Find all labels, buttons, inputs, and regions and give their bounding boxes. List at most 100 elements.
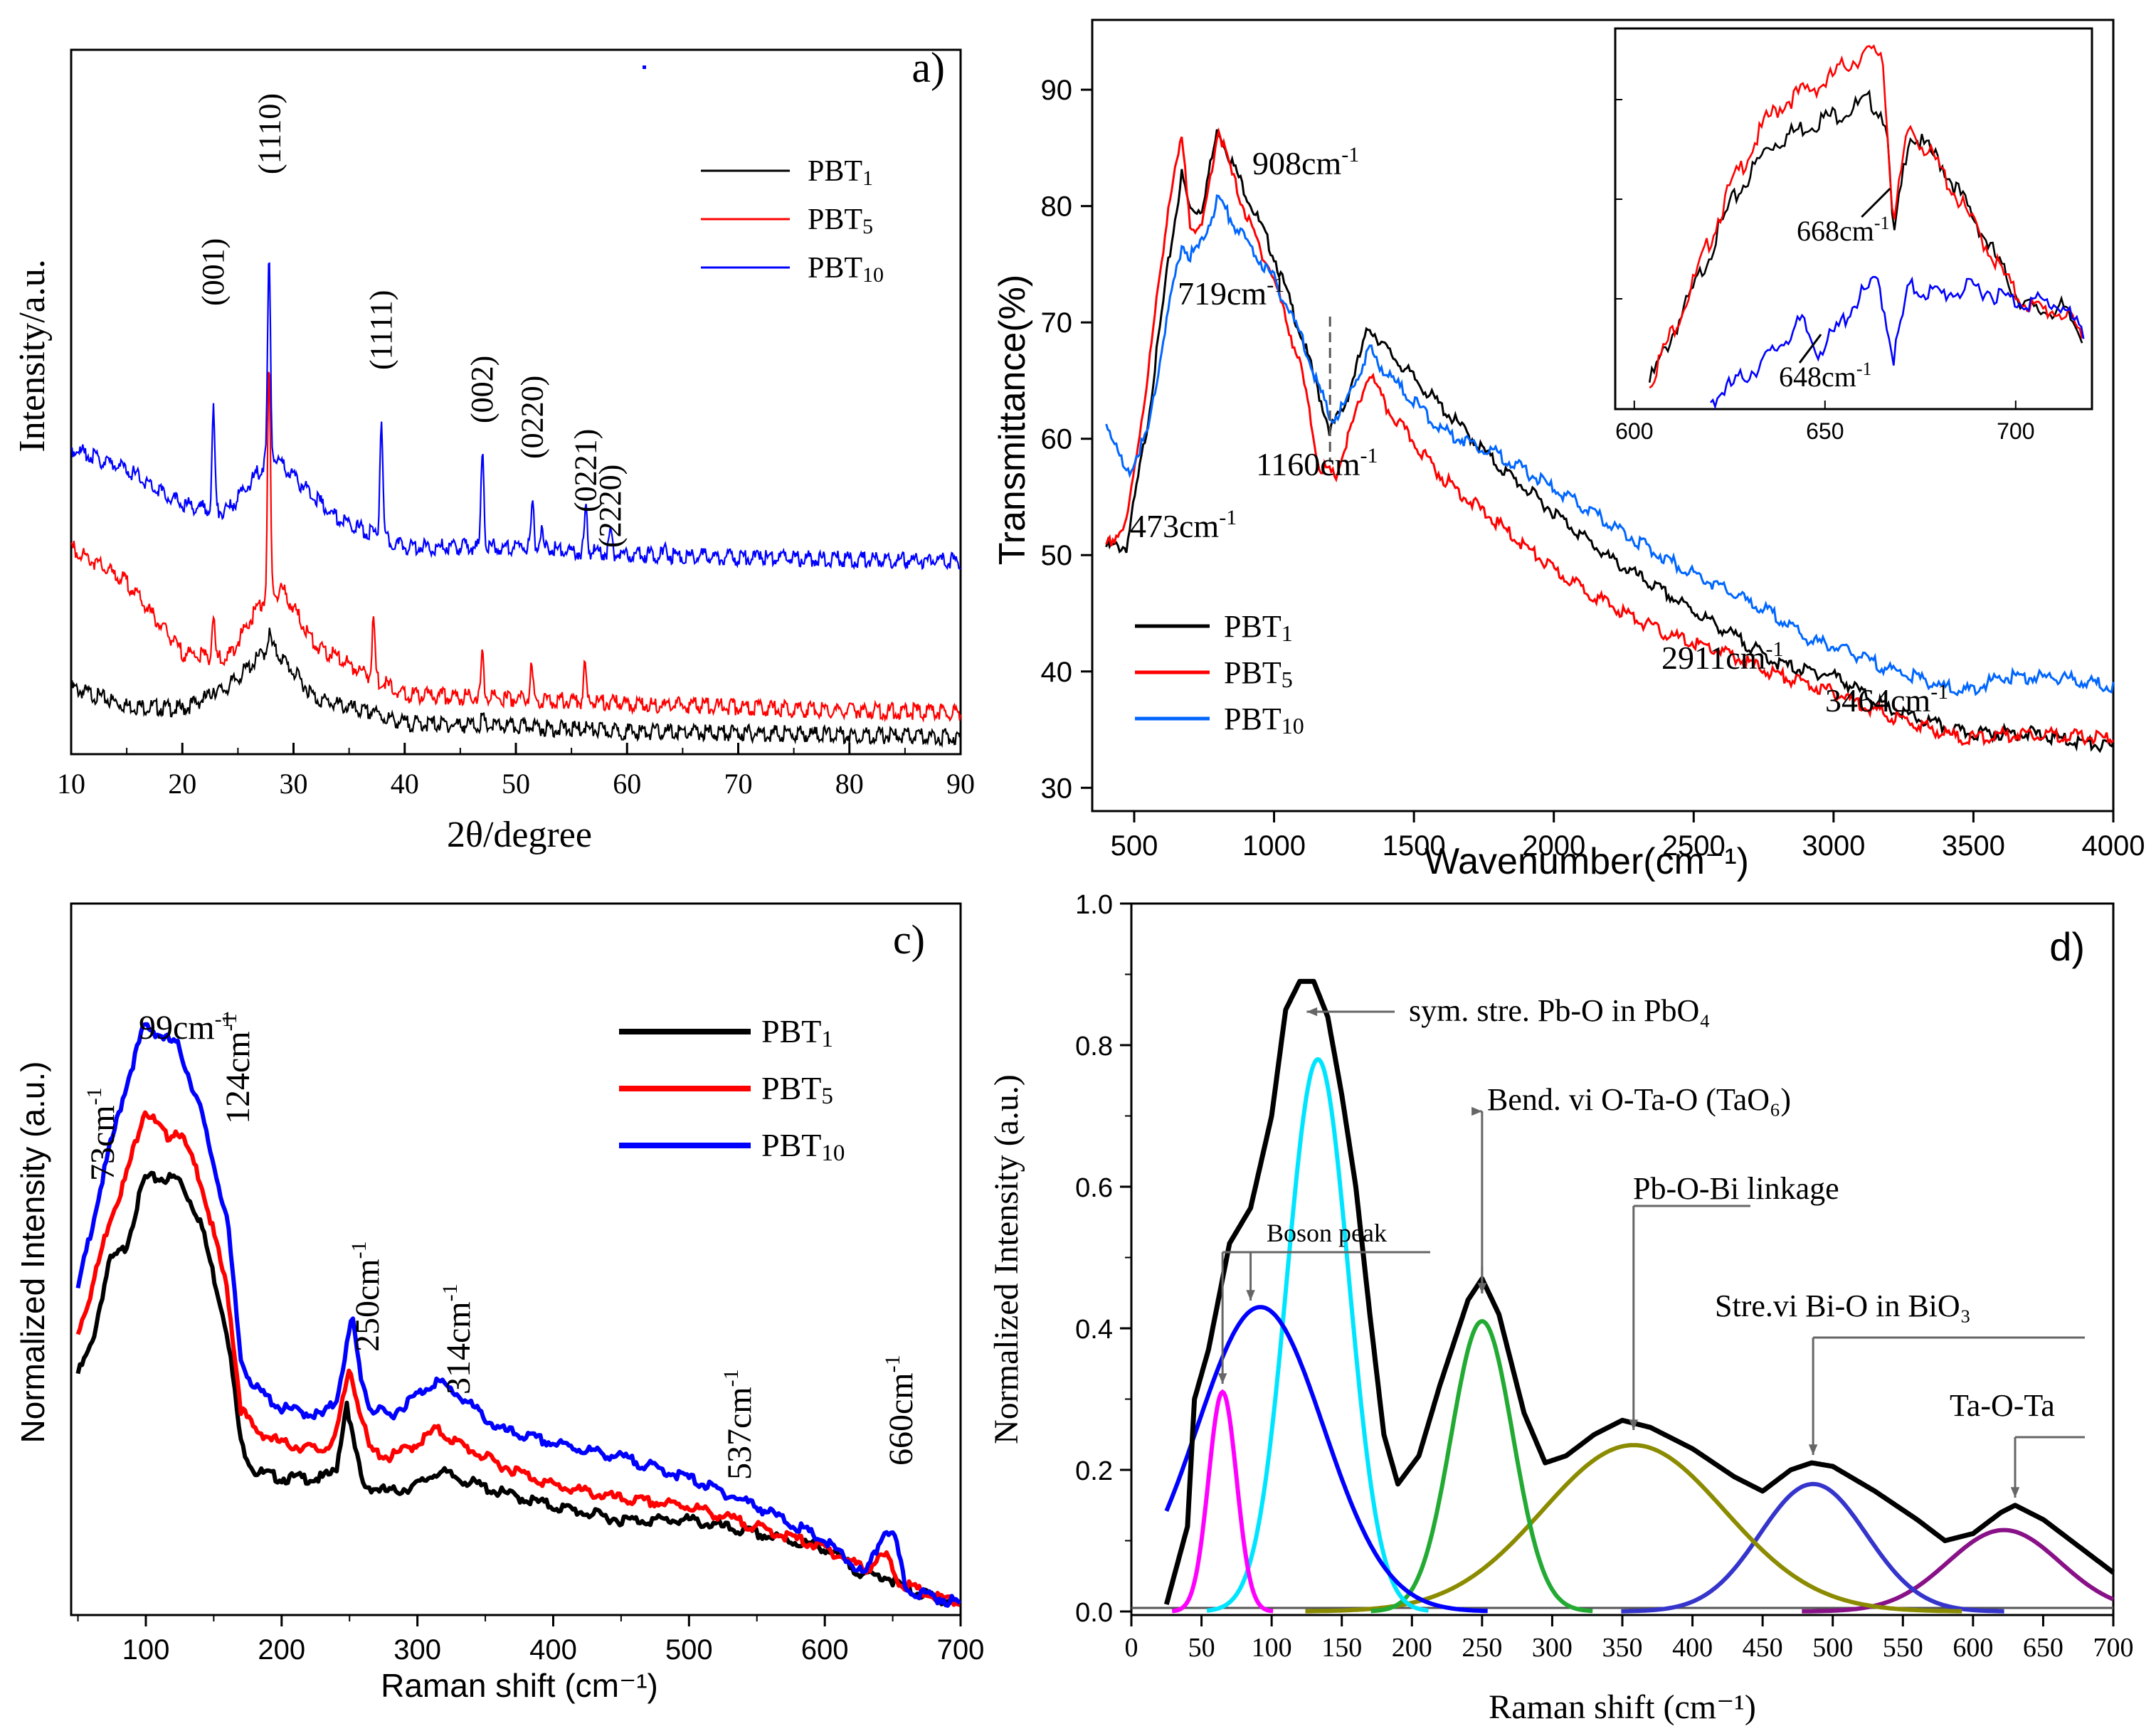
fit-envelope — [1163, 978, 2115, 1606]
panel-a: a) 2θ/degree Intensity/a.u. 10 20 30 40 50 60… — [12, 44, 975, 855]
y-tick-label: 1.0 — [1075, 890, 1113, 920]
fit-peak-green — [1370, 1319, 1593, 1614]
peak-annotation: (002) — [465, 356, 500, 423]
band-annotation: Bend. vi O-Ta-O (TaO₆) — [1487, 1082, 1791, 1117]
x-tick-label: 1500 — [1383, 830, 1446, 862]
legend-label: PBT5 — [1224, 655, 1293, 692]
annotation-arrowhead — [1471, 1106, 1482, 1116]
raman-annotation: 660cm-1 — [881, 1355, 920, 1466]
stray-dot — [643, 65, 646, 69]
annotation-arrowhead — [1808, 1444, 1818, 1455]
inset-series-PBT5 — [1649, 44, 2083, 389]
y-tick-label: 0.8 — [1075, 1032, 1113, 1062]
inset-series-PBT10 — [1710, 275, 2085, 411]
panel-b-inset: 600 650 700 668cm-1 648cm-1 — [1614, 27, 2093, 444]
peak-annotation: (0221) — [568, 429, 603, 512]
x-tick-label: 0 — [1125, 1633, 1138, 1663]
raman-annotation: 250cm-1 — [347, 1241, 386, 1352]
inset-pointer — [1861, 187, 1891, 218]
x-tick-label: 450 — [1743, 1633, 1783, 1663]
panel-d: d) Raman shift (cm⁻¹) Normalized Intensi… — [988, 890, 2134, 1726]
x-tick-label: 600 — [1952, 1633, 1993, 1663]
panel-d-xlabel: Raman shift (cm⁻¹) — [1489, 1688, 1756, 1726]
x-tick-label: 150 — [1321, 1633, 1362, 1663]
band-annotation: Ta-O-Ta — [1950, 1388, 2055, 1423]
legend-label: PBT5 — [761, 1070, 833, 1109]
y-tick-label: 60 — [1041, 424, 1073, 455]
panel-d-label: d) — [2049, 924, 2085, 969]
y-tick-label: 0.6 — [1075, 1173, 1113, 1203]
legend-label: PBT1 — [808, 155, 873, 190]
annotation-arrowhead — [1306, 1007, 1318, 1017]
wavenumber-annotation: 1160cm-1 — [1256, 444, 1378, 482]
panel-b-xlabel: Wavenumber(cm⁻¹) — [1425, 841, 1749, 882]
panel-a-label: a) — [911, 44, 945, 91]
x-tick-label: 250 — [1462, 1633, 1502, 1663]
x-tick-label: 400 — [529, 1634, 577, 1666]
x-tick-label: 650 — [2023, 1633, 2063, 1663]
wavenumber-annotation: 3464cm-1 — [1825, 680, 1948, 719]
series-line-PBT10 — [70, 262, 961, 571]
series-line-PBT5 — [75, 1110, 961, 1607]
x-tick-label: 100 — [122, 1634, 170, 1666]
panel-a-ylabel: Intensity/a.u. — [12, 259, 53, 452]
series-line-PBT10 — [75, 1022, 962, 1608]
inset-x-tick-label: 600 — [1615, 418, 1653, 444]
fit-peak-olive — [1305, 1443, 1962, 1614]
annotation-arrowhead — [2010, 1487, 2020, 1498]
y-tick-label: 40 — [1041, 657, 1073, 688]
annotation-arrowhead — [1217, 1373, 1227, 1384]
panel-c-frame — [70, 902, 962, 1616]
x-tick-label: 3500 — [1942, 830, 2005, 862]
panel-a-xlabel: 2θ/degree — [447, 815, 592, 855]
x-tick-label: 500 — [665, 1634, 713, 1666]
legend-label: PBT10 — [1224, 702, 1304, 739]
fit-peak-blue-boson — [1164, 1305, 1488, 1614]
x-tick-label: 3000 — [1802, 830, 1865, 862]
x-tick-label: 1000 — [1242, 830, 1306, 862]
x-tick-label: 100 — [1252, 1633, 1292, 1663]
peak-annotation: (0220) — [514, 376, 549, 459]
series-line-PBT1 — [75, 1170, 961, 1606]
raman-annotation: 73cm-1 — [83, 1087, 122, 1181]
x-tick-label: 300 — [393, 1634, 441, 1666]
legend-label: PBT10 — [808, 252, 884, 287]
wavenumber-annotation: 719cm-1 — [1178, 273, 1284, 312]
x-tick-label: 40 — [391, 768, 419, 800]
raman-annotation: 124cm-1 — [218, 1013, 257, 1124]
x-tick-label: 400 — [1672, 1633, 1713, 1663]
wavenumber-annotation: 2911cm-1 — [1661, 637, 1784, 676]
panel-c-label: c) — [893, 916, 925, 963]
panel-c-xlabel: Raman shift (cm⁻¹) — [381, 1667, 658, 1704]
y-tick-label: 80 — [1041, 191, 1073, 223]
x-tick-label: 2000 — [1522, 830, 1585, 862]
x-tick-label: 50 — [1188, 1633, 1215, 1663]
y-tick-label: 0.0 — [1075, 1598, 1113, 1628]
inset-pointer — [1798, 334, 1822, 364]
x-tick-label: 4000 — [2082, 830, 2145, 862]
peak-annotation: (1110) — [253, 93, 287, 174]
x-tick-label: 300 — [1532, 1633, 1573, 1663]
peak-annotation: (1111) — [364, 290, 398, 370]
y-tick-label: 30 — [1041, 773, 1073, 804]
panel-b-ylabel: Transmittance(%) — [992, 275, 1033, 565]
raman-annotation: 537cm-1 — [719, 1369, 759, 1480]
y-tick-label: 50 — [1041, 540, 1073, 571]
inset-frame — [1614, 27, 2093, 411]
band-annotation: Boson peak — [1267, 1219, 1387, 1247]
wavenumber-annotation: 908cm-1 — [1252, 143, 1359, 181]
y-tick-label: 70 — [1041, 307, 1073, 339]
x-tick-label: 80 — [835, 768, 864, 800]
x-tick-label: 50 — [502, 768, 530, 800]
series-line-PBT1 — [70, 628, 962, 748]
x-tick-label: 200 — [258, 1634, 305, 1666]
panel-d-ylabel: Normalized Intensity (a.u.) — [988, 1074, 1025, 1444]
legend-label: PBT10 — [761, 1127, 845, 1166]
fit-peak-indigo — [1621, 1481, 2004, 1614]
x-tick-label: 500 — [1111, 830, 1158, 862]
inset-annotation: 648cm-1 — [1779, 359, 1872, 393]
series-line-PBT5 — [1105, 127, 2115, 746]
raman-annotation: 99cm-1 — [139, 1007, 233, 1047]
fit-peak-purple — [1802, 1528, 2115, 1614]
